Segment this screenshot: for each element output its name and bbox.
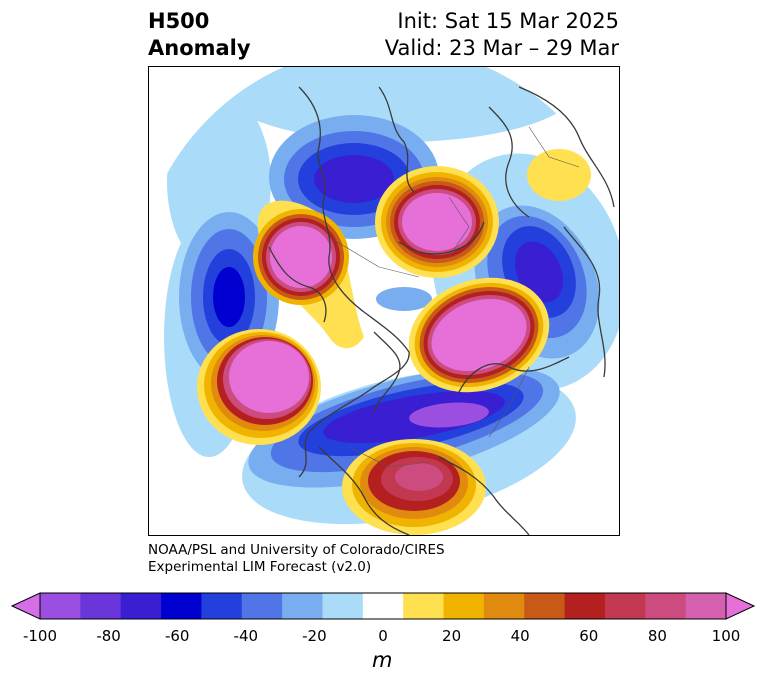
colorbar-tick-label: -100 bbox=[22, 627, 58, 645]
colorbar-cell bbox=[322, 593, 364, 619]
title-line-variable: H500 bbox=[148, 9, 210, 33]
colorbar-tick-label: -20 bbox=[302, 627, 327, 645]
borders bbox=[328, 126, 580, 468]
colorbar-cell bbox=[443, 593, 485, 619]
colorbar-cell bbox=[685, 593, 727, 619]
coastlines bbox=[268, 86, 615, 535]
forecast-dates: Init: Sat 15 Mar 2025 Valid: 23 Mar – 29… bbox=[385, 8, 619, 62]
colorbar-cell bbox=[161, 593, 202, 619]
colorbar-cell bbox=[604, 593, 646, 619]
colorbar-tick-label: 60 bbox=[579, 627, 599, 645]
colorbar-min-arrow bbox=[10, 592, 41, 620]
credit-line-org: NOAA/PSL and University of Colorado/CIRE… bbox=[148, 542, 445, 558]
colorbar-ticks: -100 -80 -60 -40 -20 0 20 40 60 80 100 bbox=[0, 627, 768, 647]
colorbar bbox=[10, 592, 756, 620]
colorbar-cell bbox=[564, 593, 606, 619]
anomaly-map-canvas bbox=[149, 67, 619, 535]
map-title: H500 Anomaly bbox=[148, 8, 251, 62]
colorbar-cell bbox=[483, 593, 525, 619]
colorbar-cell bbox=[282, 593, 323, 619]
colorbar-tick-label: 20 bbox=[442, 627, 462, 645]
colorbar-tick-label: 80 bbox=[647, 627, 667, 645]
positive-anomaly-northeast bbox=[527, 149, 591, 201]
colorbar-cells bbox=[40, 593, 727, 619]
colorbar-cell bbox=[362, 593, 404, 619]
colorbar-cell bbox=[645, 593, 687, 619]
colorbar-tick-label: -60 bbox=[164, 627, 190, 645]
anomaly-map bbox=[148, 66, 620, 536]
colorbar-cell bbox=[80, 593, 122, 619]
colorbar-tick-label: -80 bbox=[96, 627, 121, 645]
colorbar-outline bbox=[39, 592, 727, 620]
colorbar-cell bbox=[524, 593, 566, 619]
negative-anomaly-south bbox=[248, 366, 560, 488]
colorbar-tick-label: 40 bbox=[510, 627, 530, 645]
colorbar-cell bbox=[403, 593, 445, 619]
positive-anomaly-south bbox=[342, 439, 486, 535]
positive-anomaly-north bbox=[375, 166, 499, 278]
colorbar-tick-label: -40 bbox=[233, 627, 259, 645]
colorbar-cell bbox=[120, 593, 162, 619]
colorbar-unit: m bbox=[372, 648, 393, 672]
positive-anomaly-southwest bbox=[197, 329, 321, 445]
colorbar-tick-label: 100 bbox=[711, 627, 741, 645]
credit-text: NOAA/PSL and University of Colorado/CIRE… bbox=[148, 542, 445, 576]
negative-anomaly-center bbox=[376, 287, 432, 311]
credit-line-model: Experimental LIM Forecast (v2.0) bbox=[148, 559, 372, 575]
init-date: Init: Sat 15 Mar 2025 bbox=[397, 9, 619, 33]
title-line-type: Anomaly bbox=[148, 36, 251, 60]
colorbar-cell bbox=[201, 593, 243, 619]
valid-range: Valid: 23 Mar – 29 Mar bbox=[384, 36, 619, 60]
colorbar-max-arrow bbox=[725, 592, 756, 620]
colorbar-cell bbox=[241, 593, 283, 619]
colorbar-tick-label: 0 bbox=[378, 627, 388, 645]
positive-anomaly-center bbox=[408, 277, 550, 393]
negative-anomaly-east bbox=[474, 205, 600, 359]
positive-anomaly-northwest bbox=[253, 200, 364, 349]
colorbar-cell bbox=[40, 593, 81, 619]
